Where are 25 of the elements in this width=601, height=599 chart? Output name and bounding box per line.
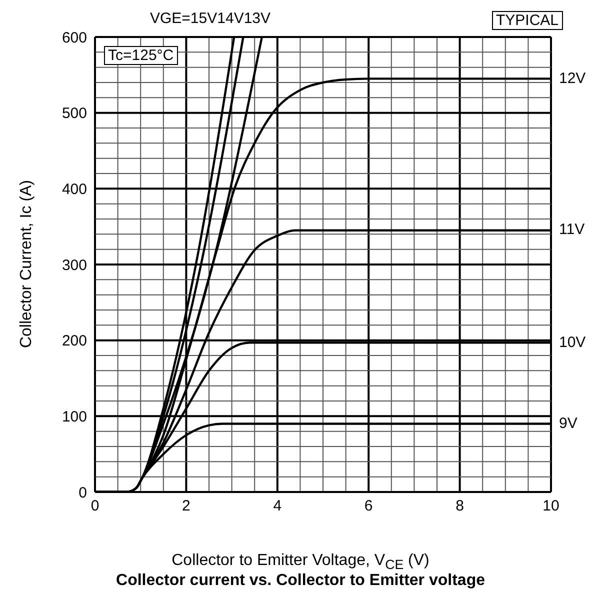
- x-tick-label: 8: [456, 498, 464, 515]
- series-label: 14V: [217, 10, 244, 27]
- y-tick-label: 300: [62, 256, 87, 274]
- x-axis-title: Collector to Emitter Voltage, V$_{CE}$ (V): [170, 552, 430, 572]
- y-tick-label: 600: [62, 29, 87, 46]
- x-tick-label: 2: [182, 498, 190, 515]
- series-label: 10V: [559, 334, 586, 352]
- series-label: VGE=15V: [150, 10, 218, 27]
- y-axis-title: Collector Current, Ic (A): [18, 178, 36, 350]
- text: Collector current vs. Collector to Emitter voltage: [115, 572, 486, 590]
- x-tick-label: 6: [364, 498, 373, 515]
- series-label: 13V: [244, 10, 271, 27]
- series-label: 9V: [559, 414, 578, 433]
- y-tick-label: 500: [62, 105, 87, 122]
- series-label: 11V: [559, 221, 585, 240]
- text: TYPICAL: [492, 11, 563, 30]
- x-tick-label: 4: [273, 498, 282, 515]
- x-tick-label: 0: [90, 498, 100, 515]
- x-tick-label: 10: [542, 498, 560, 515]
- y-tick-label: 200: [62, 332, 87, 350]
- series-label: 12V: [559, 70, 586, 88]
- annotation: Tc=125°C: [104, 46, 178, 65]
- y-tick-label: 400: [62, 180, 87, 198]
- y-tick-label: 100: [62, 408, 87, 426]
- y-tick-label: 0: [78, 484, 87, 502]
